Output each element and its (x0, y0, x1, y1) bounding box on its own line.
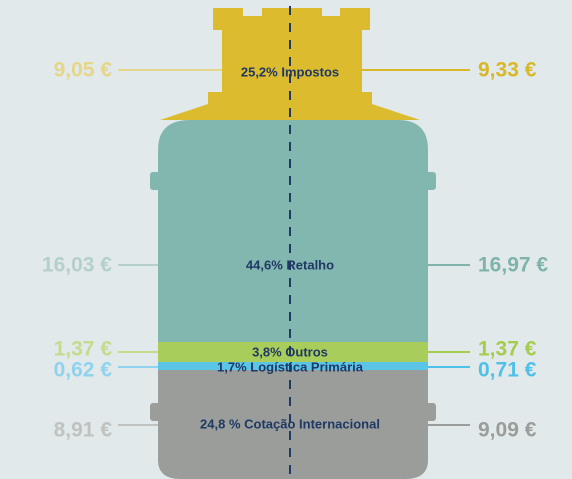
right-value: 0,71 € (478, 359, 537, 382)
left-value: 16,03 € (42, 254, 112, 277)
segment-label: 24,8 % Cotação Internacional (200, 416, 380, 431)
left-value: 1,37 € (54, 338, 113, 361)
handle (150, 172, 160, 190)
segment-label: 1,7% Logística Primária (217, 359, 364, 374)
handle (150, 403, 160, 421)
handle (426, 172, 436, 190)
left-value: 8,91 € (54, 419, 113, 442)
right-value: 9,09 € (478, 419, 537, 442)
right-value: 16,97 € (478, 254, 548, 277)
page: 25,2% Impostos 44,6% Retalho 3,8% Outros… (0, 0, 572, 479)
segment-label: 25,2% Impostos (241, 64, 339, 79)
handle (426, 403, 436, 421)
right-value: 9,33 € (478, 59, 537, 82)
right-value: 1,37 € (478, 338, 537, 361)
segment-label: 44,6% Retalho (246, 257, 334, 272)
segment-label: 3,8% Outros (252, 344, 328, 359)
left-value: 9,05 € (54, 59, 113, 82)
infographic: 25,2% Impostos 44,6% Retalho 3,8% Outros… (0, 0, 572, 479)
bottle-body (158, 120, 428, 342)
left-value: 0,62 € (54, 359, 113, 382)
